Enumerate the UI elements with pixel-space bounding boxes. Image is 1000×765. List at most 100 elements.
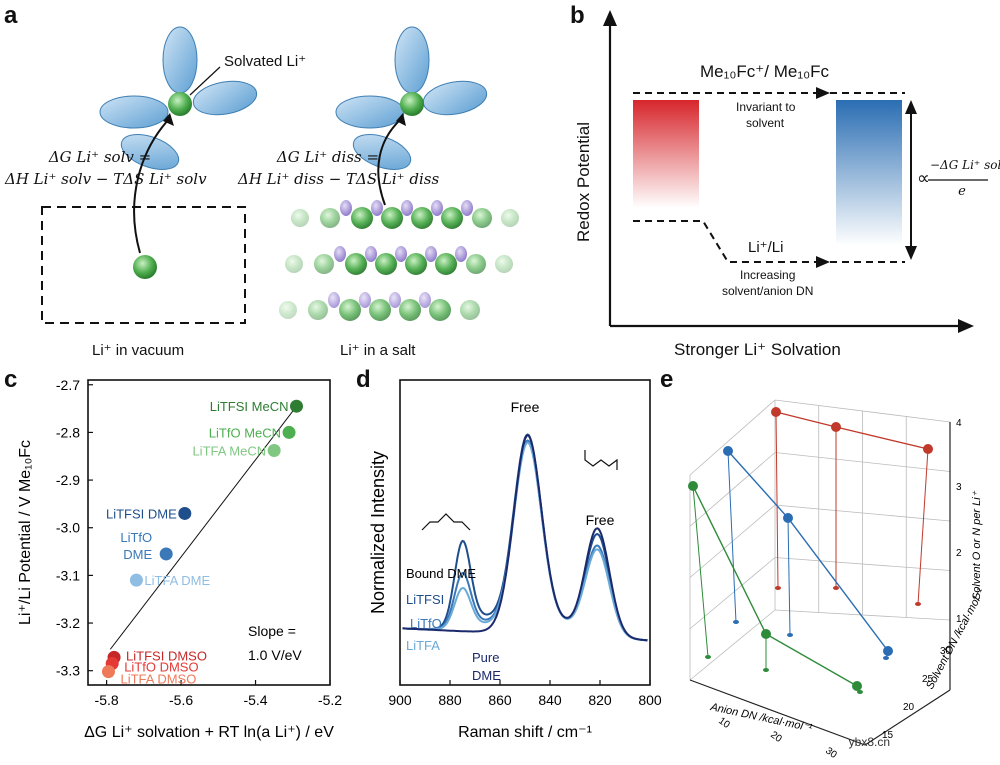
c-point-label: LiTFA DMSO [120,672,196,687]
c-y-tick-label: -3.2 [56,615,80,631]
c-y-tick-label: -3.1 [56,567,80,583]
b-ref-couple: Me₁₀Fc⁺/ Me₁₀Fc [700,62,830,81]
e-series-line [775,411,929,450]
e-y-label: Solvent DN /kcal·mol⁻¹ [924,586,987,691]
c-slope-text: Slope = [248,623,296,639]
b-prop-den: e [958,184,966,199]
b-prop-symbol: ∝ [917,168,930,188]
d-x-label: Raman shift / cm⁻¹ [458,724,592,741]
e-point [831,422,841,432]
c-point-label: LiTFSI MeCN [210,399,289,414]
c-x-label: ΔG Li⁺ solvation + RT ln(a Li⁺) / eV [84,724,334,741]
c-point-label: DME [123,547,152,562]
d-series-line [402,441,648,642]
c-point [101,665,115,679]
c-x-tick-label: -5.2 [318,692,342,708]
li-ion-vacuum [133,255,157,279]
watermark: ybx8.cn [848,735,890,749]
e-z-tick-label: 4 [956,418,962,429]
b-invariant-1: Invariant to [736,100,796,114]
solvated-li-cluster-right [335,26,488,170]
c-point [267,444,281,458]
e-y-tick-label: 25 [922,674,934,685]
d-legend-dme: DME [472,668,501,683]
c-y-label: Li⁺/Li Potential / V Me₁₀Fc [17,440,34,625]
b-x-label: Stronger Li⁺ Solvation [674,340,841,359]
c-point-label: LiTfO [120,530,152,545]
d-free-molecule [584,450,618,470]
c-point-label: LiTFSI DME [106,506,177,521]
e-y-tick-label: 20 [903,702,915,713]
d-x-tick-label: 880 [438,692,462,708]
e-base-point [883,656,889,660]
c-y-tick-label: -2.8 [56,424,80,440]
e-grid-line [689,452,776,527]
d-x-tick-label: 820 [588,692,612,708]
panel-a-illustration [41,26,519,324]
e-base-point [775,586,781,590]
e-base-point [833,586,839,590]
d-legend-litfo: LiTfO [410,616,442,631]
e-point [923,444,933,454]
e-base-point [915,602,921,606]
c-slope-text: 1.0 V/eV [248,647,302,663]
b-increasing-2: solvent/anion DN [722,284,814,298]
d-y-label: Normalized Intensity [368,451,388,614]
c-y-tick-label: -2.9 [56,472,80,488]
b-increasing-1: Increasing [740,268,796,282]
b-red-bar [633,100,699,208]
e-point [783,513,793,523]
c-point-label: LiTFA MeCN [192,444,266,459]
c-point [282,425,296,439]
c-y-tick-label: -3.3 [56,663,80,679]
d-x-tick-label: 800 [638,692,662,708]
salt-lattice [279,200,519,321]
d-series-line [402,434,648,642]
c-point [289,399,303,413]
d-legend-litfsi: LiTFSI [406,592,444,607]
e-point [688,481,698,491]
e-base-point [733,620,739,624]
c-point-label: LiTFA DME [144,573,210,588]
b-y-label: Redox Potential [574,121,593,242]
d-series-line [402,439,648,642]
e-grid-line [689,399,776,476]
e-point [883,646,893,656]
e-stem [692,485,709,658]
panel-c-chart: -5.8 -5.6 -5.4 -5.2 -2.7 -2.8 -2.9 -3.0 -3.1 -3.2… [17,377,342,741]
e-y-tick-label: 15 [882,730,894,741]
eq-diss-top: ΔG Li⁺ diss = [276,148,380,166]
e-stem [727,450,737,623]
e-stem [775,411,779,589]
panel-a-letter: a [4,2,18,29]
d-legend-pure: Pure [472,650,499,665]
e-base-point [763,668,769,672]
c-y-tick-label: -2.7 [56,377,80,393]
e-point [852,681,862,691]
e-axis-line [864,689,951,746]
c-x-tick-label: -5.4 [243,692,267,708]
e-x-tick-label: 30 [823,745,839,761]
eq-diss-bottom: ΔH Li⁺ diss − TΔS Li⁺ diss [238,170,440,188]
e-base-point [705,655,711,659]
c-point-label: LiTFSI DMSO [126,648,207,663]
d-x-tick-label: 860 [488,692,512,708]
c-point [178,506,192,520]
e-z-tick-label: 2 [956,548,962,559]
e-point [723,446,733,456]
e-axis-line [689,679,866,746]
vacuum-box [41,206,246,324]
e-base-point [857,690,863,694]
e-z-label: Solvent O or N per Li⁺ [971,490,983,600]
e-base-point [787,633,793,637]
salt-label: Li⁺ in a salt [340,342,416,359]
c-fit-line [109,401,301,650]
b-blue-bar [836,100,902,246]
e-z-tick-label: 1 [956,614,962,625]
b-li-couple: Li⁺/Li [748,239,784,256]
c-plot-frame [87,379,331,686]
eq-solv-bottom: ΔH Li⁺ solv − TΔS Li⁺ solv [5,170,207,188]
panel-c-letter: c [4,366,18,393]
e-y-tick-label: 30 [940,646,952,657]
